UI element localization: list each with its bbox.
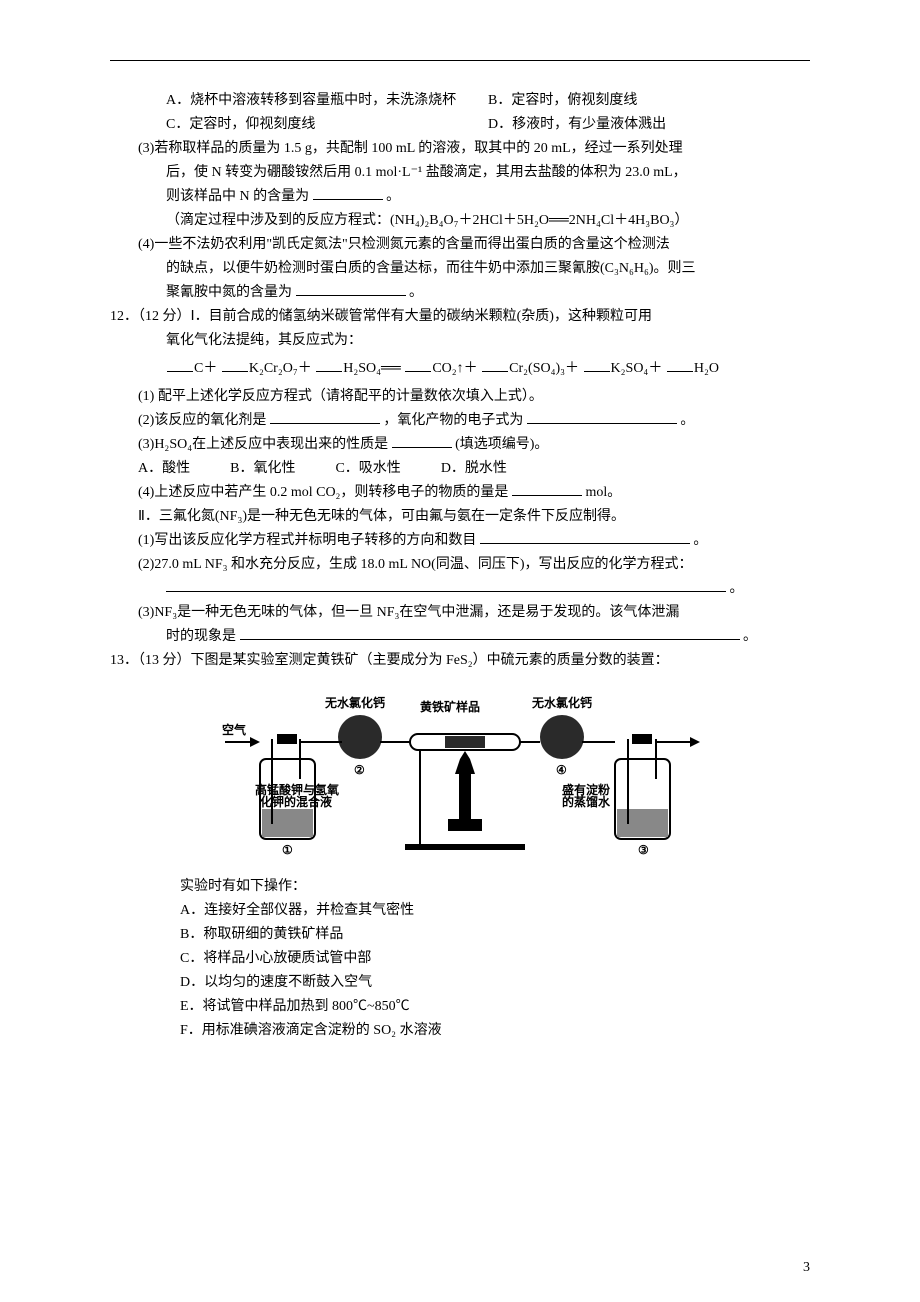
lbl-sample: 黄铁矿样品 — [420, 699, 480, 714]
eq-t7: H₂O — [694, 361, 719, 376]
q12-II-p3-pre: 时的现象是 — [166, 629, 236, 644]
q11-p3-line2: 后，使 N 转变为硼酸铵然后用 0.1 mol·L⁻¹ 盐酸滴定，其用去盐酸的体… — [166, 161, 810, 185]
q12-p3-c: C．吸水性 — [335, 457, 400, 481]
q12-p2-blank1 — [270, 409, 380, 424]
q11-p4-line1: (4)一些不法奶农利用"凯氏定氮法"只检测氮元素的含量而得出蛋白质的含量这个检测… — [138, 233, 810, 257]
q13-opE: E．将试管中样品加热到 800℃~850℃ — [180, 995, 810, 1019]
q12-II-p2: (2)27.0 mL NF₃ 和水充分反应，生成 18.0 mL NO(同温、同… — [138, 553, 810, 577]
eq-blank-6 — [584, 357, 610, 372]
eq-t6: K₂SO₄＋ — [611, 361, 663, 376]
q12-p3: (3)H₂SO₄在上述反应中表现出来的性质是 (填选项编号)。 — [138, 433, 810, 457]
lbl-cacl2-1: 无水氯化钙 — [324, 695, 385, 710]
lbl-num2: ② — [354, 763, 365, 777]
lbl-cacl2-2: 无水氯化钙 — [531, 695, 592, 710]
q12-p2: (2)该反应的氧化剂是 ，氧化产物的电子式为 。 — [138, 409, 810, 433]
q13-opD: D．以均匀的速度不断鼓入空气 — [180, 971, 810, 995]
q11-p4-pre: 聚氰胺中氮的含量为 — [166, 285, 292, 300]
eq-blank-4 — [405, 357, 431, 372]
eq-blank-7 — [667, 357, 693, 372]
q11-p3-line3: 则该样品中 N 的含量为 。 — [166, 185, 810, 209]
q12-p3-b: B．氧化性 — [230, 457, 295, 481]
q12-p3-d: D．脱水性 — [441, 457, 507, 481]
q13-opB: B．称取研细的黄铁矿样品 — [180, 923, 810, 947]
eq-t1: C＋ — [194, 361, 217, 376]
apparatus-svg: 空气 ① 高锰酸钾与氢氧 化钾的混合液 无水氯化钙 ② 黄铁矿样品 — [220, 679, 700, 869]
q12-II-p3-post: 。 — [743, 629, 757, 644]
q12-II-p2-post: 。 — [730, 581, 744, 596]
eq-blank-2 — [222, 357, 248, 372]
eq-t3: H₂SO₄══ — [343, 361, 401, 376]
q11-options-row1: A．烧杯中溶液转移到容量瓶中时，未洗涤烧杯 B．定容时，俯视刻度线 — [166, 89, 810, 113]
q11-p4-post: 。 — [409, 285, 423, 300]
q11-p4-line3: 聚氰胺中氮的含量为 。 — [166, 281, 810, 305]
q12-p4-post: mol。 — [585, 485, 621, 500]
q12-p3-pre: (3)H₂SO₄在上述反应中表现出来的性质是 — [138, 437, 388, 452]
q11-p3-post: 。 — [386, 189, 400, 204]
q12-II-p1: (1)写出该反应化学方程式并标明电子转移的方向和数目 。 — [138, 529, 810, 553]
q11-options-row2: C．定容时，仰视刻度线 D．移液时，有少量液体溅出 — [166, 113, 810, 137]
eq-blank-1 — [167, 357, 193, 372]
q12-II-p3-2: 时的现象是 。 — [166, 625, 810, 649]
q12-p3-post: (填选项编号)。 — [455, 437, 548, 452]
lbl-num4: ④ — [556, 763, 567, 777]
q13-head: 13．（13 分）下图是某实验室测定黄铁矿（主要成分为 FeS₂）中硫元素的质量… — [110, 649, 810, 673]
q11-opt-c: C．定容时，仰视刻度线 — [166, 113, 488, 137]
q13-opF: F．用标准碘溶液滴定含淀粉的 SO₂ 水溶液 — [180, 1019, 810, 1043]
apparatus-diagram: 空气 ① 高锰酸钾与氢氧 化钾的混合液 无水氯化钙 ② 黄铁矿样品 — [110, 679, 810, 869]
q12-p2-mid: ，氧化产物的电子式为 — [383, 413, 523, 428]
q12-equation: C＋ K₂Cr₂O₇＋ H₂SO₄══ CO₂↑＋ Cr₂(SO₄)₃＋ K₂S… — [166, 357, 810, 381]
eq-blank-5 — [482, 357, 508, 372]
q13-ops-head: 实验时有如下操作： — [180, 875, 810, 899]
q12-II-p2-blank — [166, 577, 726, 592]
q12-II-p1-blank — [480, 529, 690, 544]
q11-opt-b: B．定容时，俯视刻度线 — [488, 89, 810, 113]
q11-opt-a: A．烧杯中溶液转移到容量瓶中时，未洗涤烧杯 — [166, 89, 488, 113]
eq-blank-3 — [316, 357, 342, 372]
q11-p3-note: （滴定过程中涉及到的反应方程式：(NH₄)₂B₄O₇＋2HCl＋5H₂O══2N… — [166, 209, 810, 233]
q12-p3-blank — [392, 433, 452, 448]
q12-p3-options: A．酸性 B．氧化性 C．吸水性 D．脱水性 — [138, 457, 810, 481]
lbl-b3b: 的蒸馏水 — [562, 794, 611, 809]
lbl-num1: ① — [282, 843, 293, 857]
q12-head-2: 氧化气化法提纯，其反应式为： — [166, 329, 810, 353]
q12-head-1: 12．（12 分）Ⅰ．目前合成的储氢纳米碳管常伴有大量的碳纳米颗粒(杂质)，这种… — [110, 305, 810, 329]
q12-II-p2-blank-row: 。 — [166, 577, 810, 601]
q12-II-p1-post: 。 — [693, 533, 707, 548]
eq-t2: K₂Cr₂O₇＋ — [249, 361, 312, 376]
q11-p4-line2: 的缺点，以便牛奶检测时蛋白质的含量达标，而往牛奶中添加三聚氰胺(C₃N₆H₆)。… — [166, 257, 810, 281]
lbl-air: 空气 — [222, 722, 246, 737]
lbl-b1b: 化钾的混合液 — [260, 794, 332, 809]
q12-II-p1-pre: (1)写出该反应化学方程式并标明电子转移的方向和数目 — [138, 533, 476, 548]
q12-p2-post: 。 — [680, 413, 694, 428]
q11-p3-pre: 则该样品中 N 的含量为 — [166, 189, 309, 204]
q12-II-p3-blank — [240, 625, 740, 640]
q12-II-p3-1: (3)NF₃是一种无色无味的气体，但一旦 NF₃在空气中泄漏，还是易于发现的。该… — [138, 601, 810, 625]
eq-t4: CO₂↑＋ — [432, 361, 477, 376]
lbl-num3: ③ — [638, 843, 649, 857]
q12-p4-pre: (4)上述反应中若产生 0.2 mol CO₂，则转移电子的物质的量是 — [138, 485, 508, 500]
q13-opA: A．连接好全部仪器，并检查其气密性 — [180, 899, 810, 923]
q11-p3-blank — [313, 185, 383, 200]
q11-opt-d: D．移液时，有少量液体溅出 — [488, 113, 810, 137]
q11-p3-line1: (3)若称取样品的质量为 1.5 g，共配制 100 mL 的溶液，取其中的 2… — [138, 137, 810, 161]
page-container: A．烧杯中溶液转移到容量瓶中时，未洗涤烧杯 B．定容时，俯视刻度线 C．定容时，… — [0, 0, 920, 1302]
q12-p3-a: A．酸性 — [138, 457, 190, 481]
top-rule — [110, 60, 810, 61]
q13-opC: C．将样品小心放硬质试管中部 — [180, 947, 810, 971]
eq-t5: Cr₂(SO₄)₃＋ — [509, 361, 579, 376]
q12-p4: (4)上述反应中若产生 0.2 mol CO₂，则转移电子的物质的量是 mol。 — [138, 481, 810, 505]
q12-p2-blank2 — [527, 409, 677, 424]
q12-p4-blank — [512, 481, 582, 496]
q11-p4-blank — [296, 281, 406, 296]
q12-p2-pre: (2)该反应的氧化剂是 — [138, 413, 266, 428]
q12-II-head: Ⅱ．三氟化氮(NF₃)是一种无色无味的气体，可由氟与氨在一定条件下反应制得。 — [138, 505, 810, 529]
q12-p1: (1) 配平上述化学反应方程式（请将配平的计量数依次填入上式）。 — [138, 385, 810, 409]
page-number: 3 — [803, 1256, 810, 1280]
